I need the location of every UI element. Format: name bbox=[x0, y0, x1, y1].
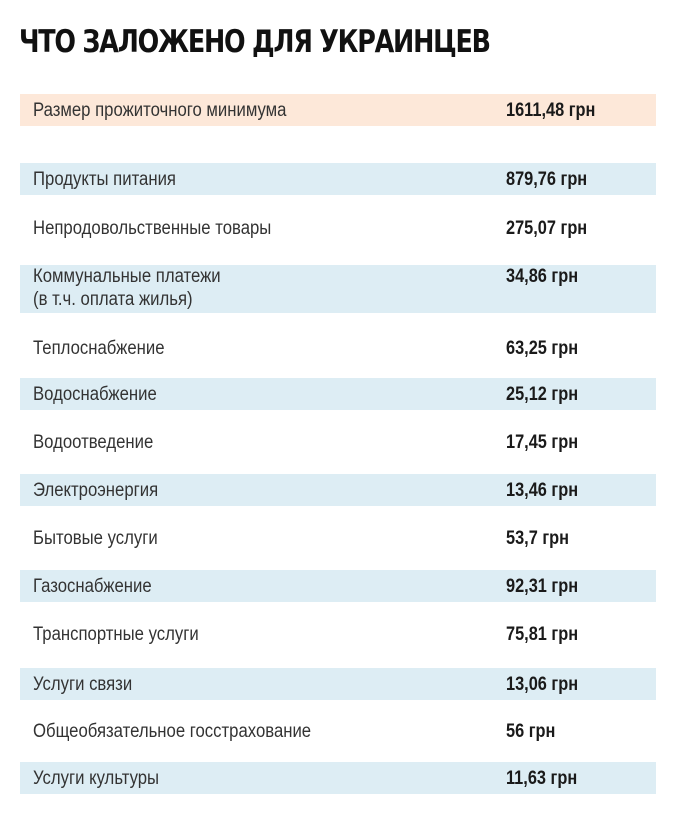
total-row: Размер прожиточного минимума 1611,48 грн bbox=[20, 94, 656, 126]
row-value: 75,81 грн bbox=[506, 624, 579, 645]
row-label: Размер прожиточного минимума bbox=[33, 100, 287, 121]
table-row: Бытовые услуги 53,7 грн bbox=[20, 522, 656, 554]
row-value: 1611,48 грн bbox=[506, 100, 596, 121]
row-value: 13,06 грн bbox=[506, 674, 579, 695]
row-label: Электроэнергия bbox=[33, 480, 159, 501]
row-label: Услуги связи bbox=[33, 674, 133, 695]
row-value: 92,31 грн bbox=[506, 576, 579, 597]
row-value: 879,76 грн bbox=[506, 169, 588, 190]
table-row: Транспортные услуги 75,81 грн bbox=[20, 618, 656, 650]
table-row: Коммунальные платежи (в т.ч. оплата жиль… bbox=[20, 265, 656, 313]
row-label: Водоотведение bbox=[33, 432, 154, 453]
row-value: 63,25 грн bbox=[506, 338, 579, 359]
row-label: Газоснабжение bbox=[33, 576, 152, 597]
row-value: 275,07 грн bbox=[506, 218, 588, 239]
row-label: Коммунальные платежи bbox=[33, 266, 221, 287]
row-value: 11,63 грн bbox=[506, 768, 578, 789]
row-value: 56 грн bbox=[506, 721, 556, 742]
table-row: Электроэнергия 13,46 грн bbox=[20, 474, 656, 506]
table-row: Водоотведение 17,45 грн bbox=[20, 426, 656, 458]
table-row: Услуги культуры 11,63 грн bbox=[20, 762, 656, 794]
row-label: Непродовольственные товары bbox=[33, 218, 272, 239]
row-label-note: (в т.ч. оплата жилья) bbox=[33, 289, 193, 310]
row-label: Транспортные услуги bbox=[33, 624, 199, 645]
table-row: Водоснабжение 25,12 грн bbox=[20, 378, 656, 410]
row-label: Теплоснабжение bbox=[33, 338, 165, 359]
row-label: Бытовые услуги bbox=[33, 528, 158, 549]
table-row: Продукты питания 879,76 грн bbox=[20, 163, 656, 195]
row-label: Общеобязательное госстрахование bbox=[33, 721, 312, 742]
table-row: Теплоснабжение 63,25 грн bbox=[20, 332, 656, 364]
table-row: Услуги связи 13,06 грн bbox=[20, 668, 656, 700]
row-label: Продукты питания bbox=[33, 169, 176, 190]
table-row: Общеобязательное госстрахование 56 грн bbox=[20, 715, 656, 747]
row-label: Услуги культуры bbox=[33, 768, 160, 789]
row-value: 34,86 грн bbox=[506, 266, 579, 287]
page-title: ЧТО ЗАЛОЖЕНО ДЛЯ УКРАИНЦЕВ bbox=[19, 24, 491, 60]
table-row: Газоснабжение 92,31 грн bbox=[20, 570, 656, 602]
row-value: 17,45 грн bbox=[506, 432, 579, 453]
row-value: 53,7 грн bbox=[506, 528, 570, 549]
row-value: 25,12 грн bbox=[506, 384, 579, 405]
row-value: 13,46 грн bbox=[506, 480, 579, 501]
row-label: Водоснабжение bbox=[33, 384, 157, 405]
table-row: Непродовольственные товары 275,07 грн bbox=[20, 212, 656, 244]
